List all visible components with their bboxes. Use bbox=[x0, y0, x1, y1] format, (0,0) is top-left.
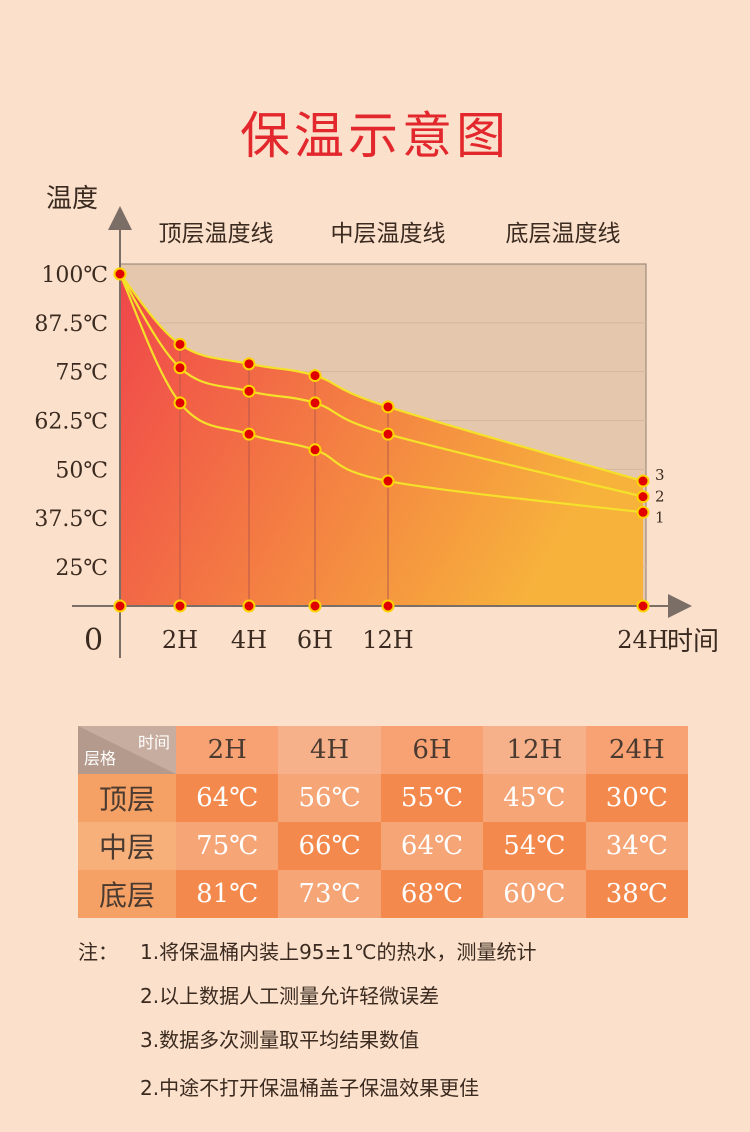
x-tick-label: 2H bbox=[162, 626, 198, 654]
data-point bbox=[381, 427, 395, 441]
data-table: 时间 层格 2H 4H 6H 12H 24H 顶层 64℃ 56℃ 55℃ 45℃ 30℃ 中层 75… bbox=[78, 726, 688, 918]
page-title: 保温示意图 bbox=[240, 107, 510, 165]
table-corner: 时间 层格 bbox=[78, 726, 176, 774]
keep-warm-chart: 100℃ 87.5℃ 75℃ 62.5℃ 50℃ 37.5℃ 25℃ 2H 4H 6H 12H 24H… bbox=[34, 184, 719, 658]
table-cell: 30℃ bbox=[585, 774, 688, 822]
table-cell: 55℃ bbox=[380, 774, 484, 822]
table-cell: 68℃ bbox=[380, 870, 484, 918]
data-point bbox=[381, 400, 395, 414]
table-cell: 66℃ bbox=[278, 822, 381, 870]
axis-point bbox=[113, 599, 127, 613]
table-column-header: 24H bbox=[585, 726, 688, 774]
table-row-header: 底层 bbox=[78, 870, 176, 918]
notes-label: 注： bbox=[78, 940, 118, 964]
data-point bbox=[308, 396, 322, 410]
table-cell: 45℃ bbox=[483, 774, 586, 822]
table-cell: 56℃ bbox=[278, 774, 381, 822]
y-axis-title: 温度 bbox=[46, 184, 98, 214]
table-cell: 64℃ bbox=[176, 774, 279, 822]
table-column-header: 6H bbox=[380, 726, 484, 774]
note-item: 3.数据多次测量取平均结果数值 bbox=[140, 1028, 420, 1052]
data-point bbox=[636, 490, 650, 504]
data-point bbox=[308, 369, 322, 383]
x-tick-label: 24H bbox=[617, 626, 668, 654]
data-point bbox=[242, 357, 256, 371]
legend-label: 中层温度线 bbox=[331, 221, 446, 247]
table-cell: 60℃ bbox=[483, 870, 586, 918]
area-under-top-curve bbox=[120, 274, 643, 606]
legend-label: 底层温度线 bbox=[506, 221, 621, 247]
note-item: 2.中途不打开保温桶盖子保温效果更佳 bbox=[140, 1076, 480, 1100]
table-cell: 64℃ bbox=[380, 822, 484, 870]
data-point bbox=[173, 361, 187, 375]
table-cell: 34℃ bbox=[585, 822, 688, 870]
table-cell: 73℃ bbox=[278, 870, 381, 918]
x-tick-label: 12H bbox=[362, 626, 413, 654]
data-point bbox=[242, 427, 256, 441]
series-line bbox=[119, 273, 644, 514]
axis-point bbox=[242, 599, 256, 613]
axis-point bbox=[381, 599, 395, 613]
table-row-header: 中层 bbox=[78, 822, 176, 870]
table-column-header: 2H bbox=[176, 726, 279, 774]
series-end-label: 3 bbox=[655, 466, 665, 484]
table-column-header: 12H bbox=[483, 726, 586, 774]
data-point bbox=[242, 384, 256, 398]
y-tick-label: 50℃ bbox=[55, 458, 108, 483]
y-tick-label: 75℃ bbox=[55, 361, 108, 386]
series-end-label: 1 bbox=[655, 508, 665, 526]
table-cell: 38℃ bbox=[585, 870, 688, 918]
y-tick-label: 87.5℃ bbox=[34, 312, 108, 337]
corner-time-label: 时间 bbox=[137, 733, 170, 752]
table-row-header: 顶层 bbox=[78, 774, 176, 822]
legend-label: 顶层温度线 bbox=[159, 221, 274, 247]
data-point bbox=[308, 443, 322, 457]
origin-label: 0 bbox=[84, 623, 103, 658]
table-cell: 75℃ bbox=[176, 822, 279, 870]
axis-point bbox=[173, 599, 187, 613]
table-cell: 54℃ bbox=[483, 822, 586, 870]
data-point bbox=[113, 267, 127, 281]
x-tick-label: 6H bbox=[297, 626, 333, 654]
data-point bbox=[381, 474, 395, 488]
data-point bbox=[173, 337, 187, 351]
y-tick-label: 37.5℃ bbox=[34, 507, 108, 532]
x-tick-label: 4H bbox=[231, 626, 267, 654]
table-column-header: 4H bbox=[278, 726, 381, 774]
data-point bbox=[173, 396, 187, 410]
y-tick-label: 62.5℃ bbox=[34, 410, 108, 435]
series-end-label: 2 bbox=[655, 488, 665, 506]
axis-point bbox=[636, 599, 650, 613]
data-point bbox=[636, 474, 650, 488]
note-item: 1.将保温桶内装上95±1℃的热水，测量统计 bbox=[140, 940, 537, 964]
corner-layer-label: 层格 bbox=[84, 749, 117, 768]
note-item: 2.以上数据人工测量允许轻微误差 bbox=[140, 984, 440, 1008]
y-tick-label: 100℃ bbox=[41, 263, 108, 288]
x-axis-title: 时间 bbox=[667, 627, 719, 657]
y-tick-label: 25℃ bbox=[55, 556, 108, 581]
data-point bbox=[636, 505, 650, 519]
axis-point bbox=[308, 599, 322, 613]
table-cell: 81℃ bbox=[176, 870, 279, 918]
